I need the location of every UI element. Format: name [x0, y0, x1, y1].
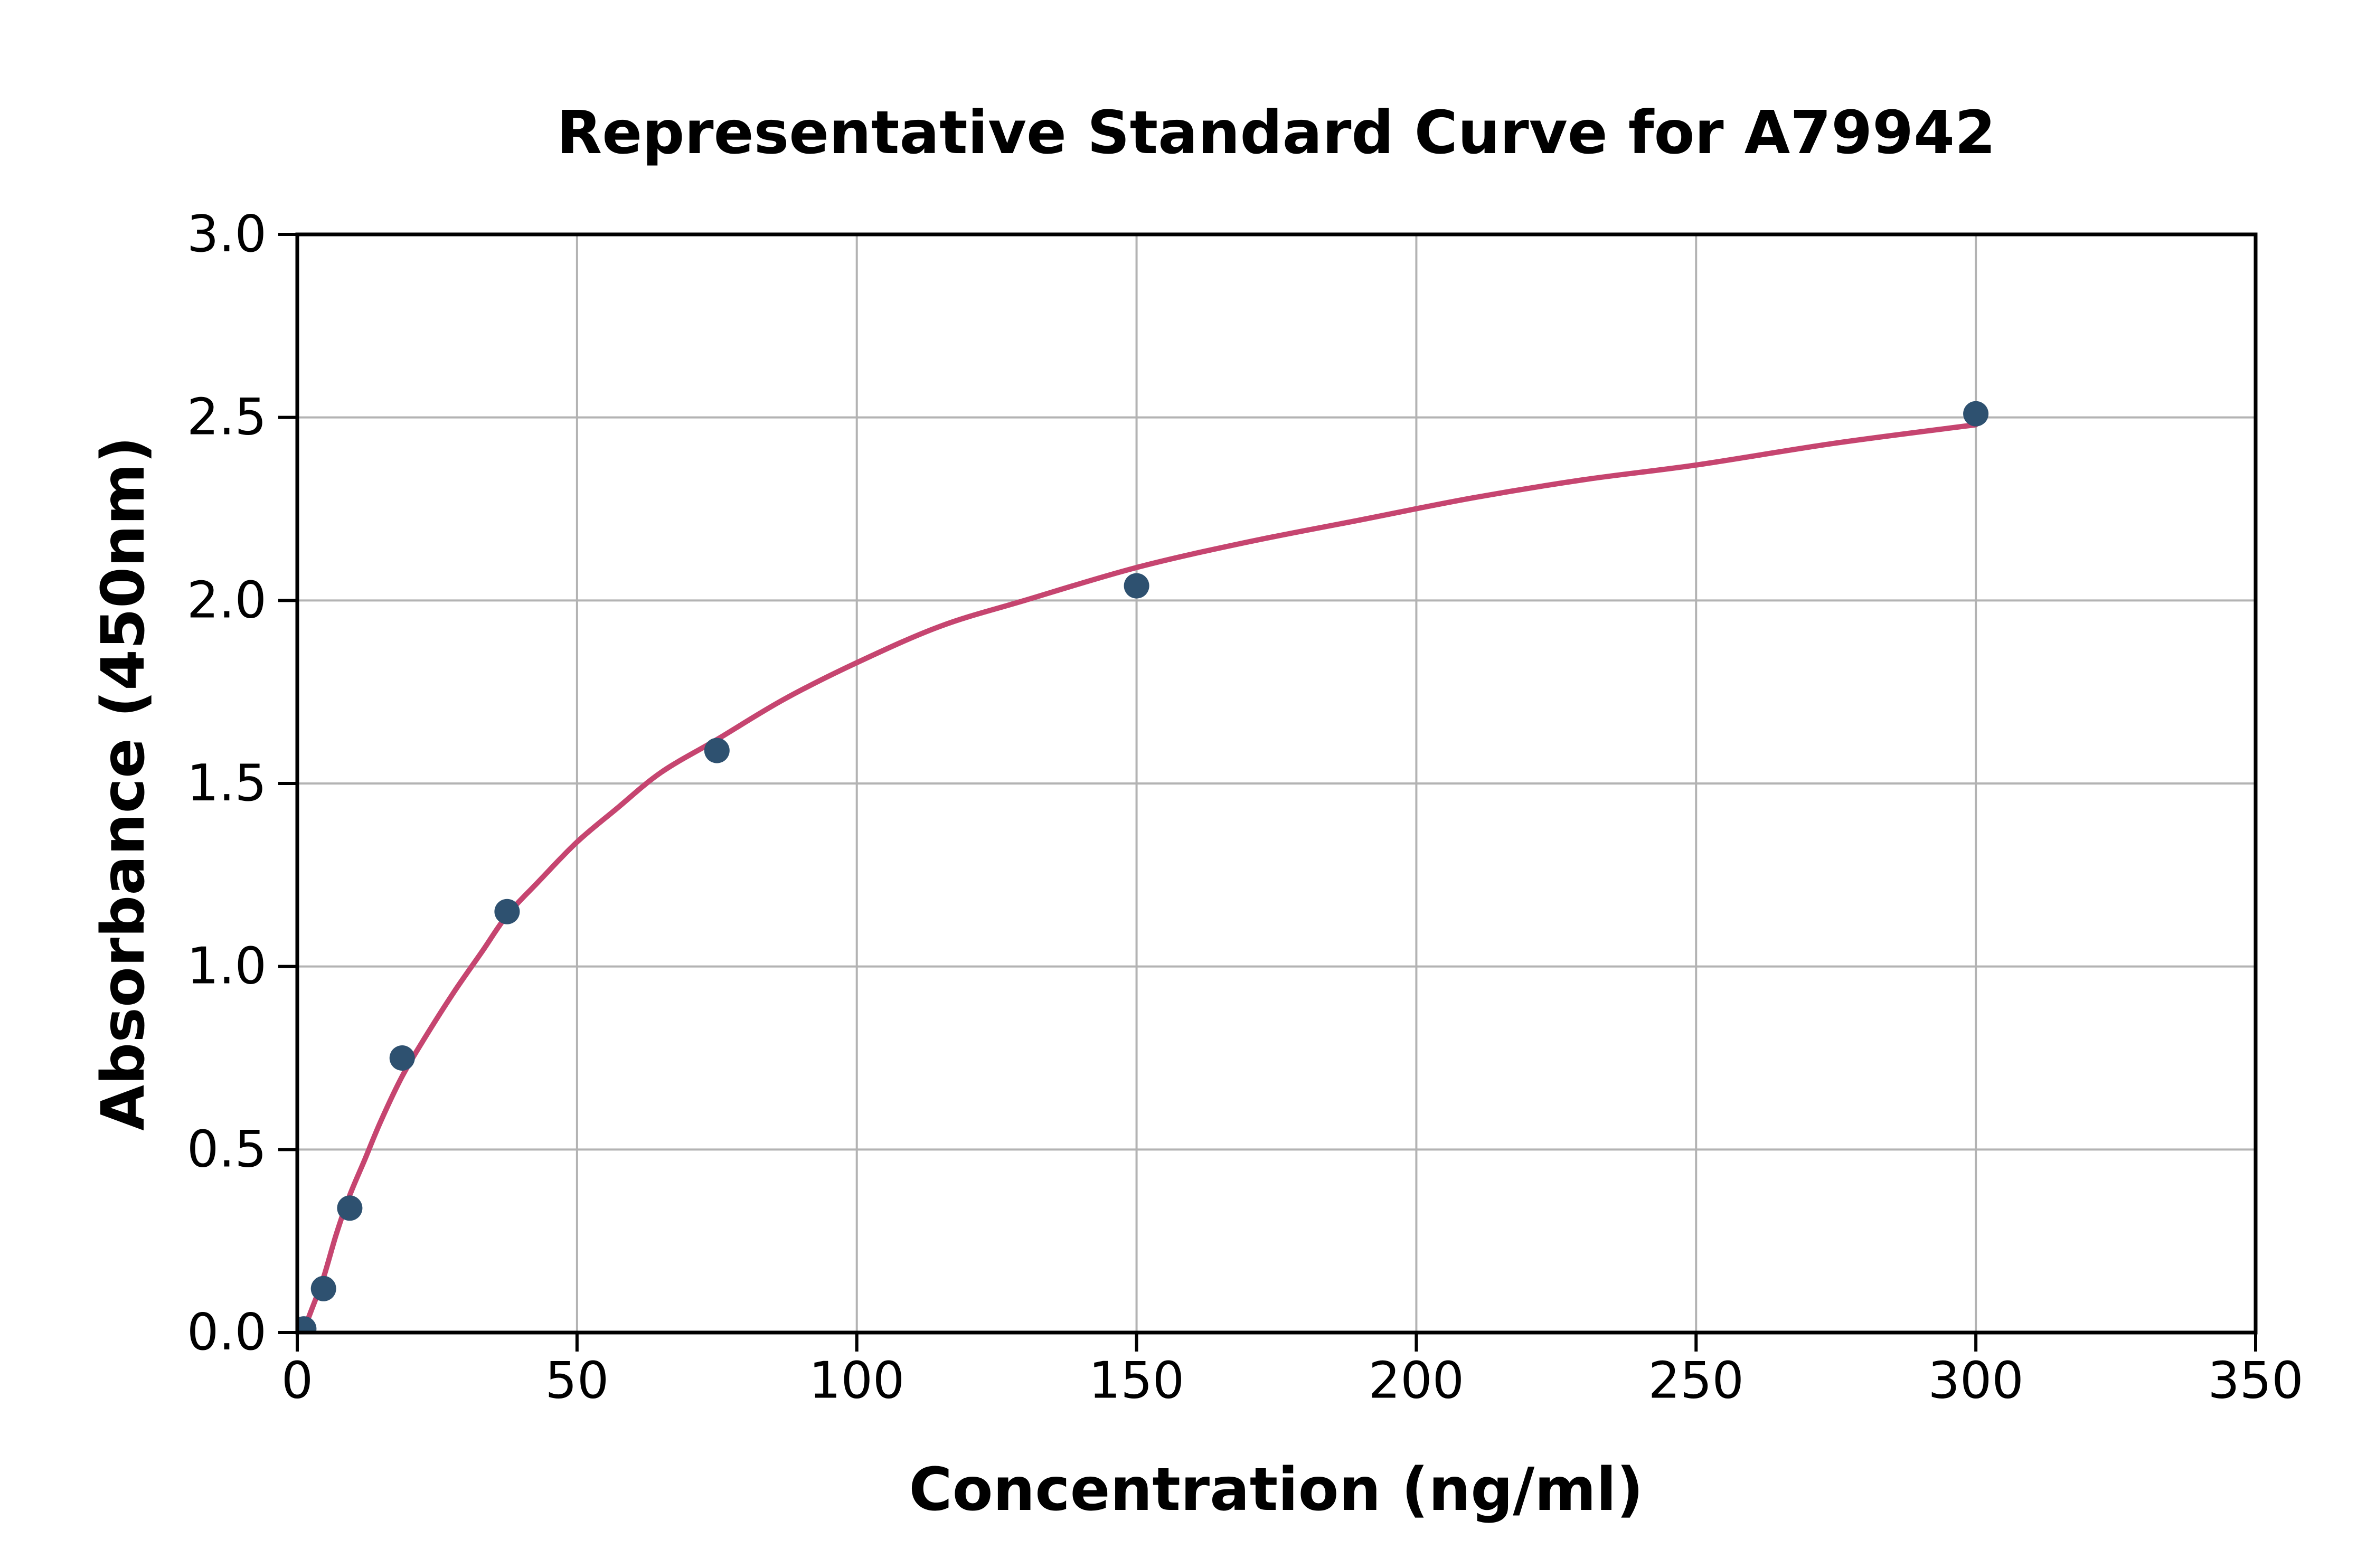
- data-point: [297, 1316, 317, 1333]
- x-tick-label: 200: [1369, 1352, 1464, 1410]
- y-tick-labels: 0.0 0.5 1.0 1.5 2.0 2.5 3.0: [187, 205, 267, 1362]
- x-tick-label: 350: [2208, 1352, 2303, 1410]
- x-tick-label: 250: [1648, 1352, 1744, 1410]
- y-tick-label: 0.5: [187, 1120, 267, 1178]
- tick-marks: [278, 233, 2257, 1352]
- y-axis-label: Absorbance (450nm): [89, 436, 158, 1130]
- data-point: [494, 899, 520, 924]
- y-tick-label: 1.0: [187, 938, 267, 996]
- x-tick-label: 100: [809, 1352, 904, 1410]
- data-point: [1124, 573, 1149, 599]
- axes-frame: [295, 232, 2258, 1335]
- y-tick-label: 1.5: [187, 754, 267, 813]
- data-point: [389, 1045, 415, 1071]
- data-points: [297, 401, 1989, 1333]
- x-tick-label: 300: [1928, 1352, 2023, 1410]
- data-point: [1963, 401, 1989, 427]
- x-tick-label: 0: [281, 1352, 313, 1410]
- fit-curve-line: [300, 422, 1979, 1333]
- data-layer: [297, 401, 1989, 1333]
- x-axis-label: Concentration (ng/ml): [909, 1456, 1643, 1524]
- data-point: [704, 738, 730, 763]
- y-tick-label: 0.0: [187, 1303, 267, 1362]
- y-tick-label: 2.0: [187, 571, 267, 629]
- y-tick-label: 2.5: [187, 389, 267, 447]
- data-point: [337, 1195, 363, 1221]
- x-tick-labels: 0 50 100 150 200 250 300 350: [281, 1352, 2304, 1410]
- y-tick-label: 3.0: [187, 205, 267, 263]
- x-tick-label: 50: [545, 1352, 609, 1410]
- x-tick-label: 150: [1089, 1352, 1184, 1410]
- chart-title: Representative Standard Curve for A79942: [557, 99, 1996, 167]
- data-point: [310, 1276, 336, 1301]
